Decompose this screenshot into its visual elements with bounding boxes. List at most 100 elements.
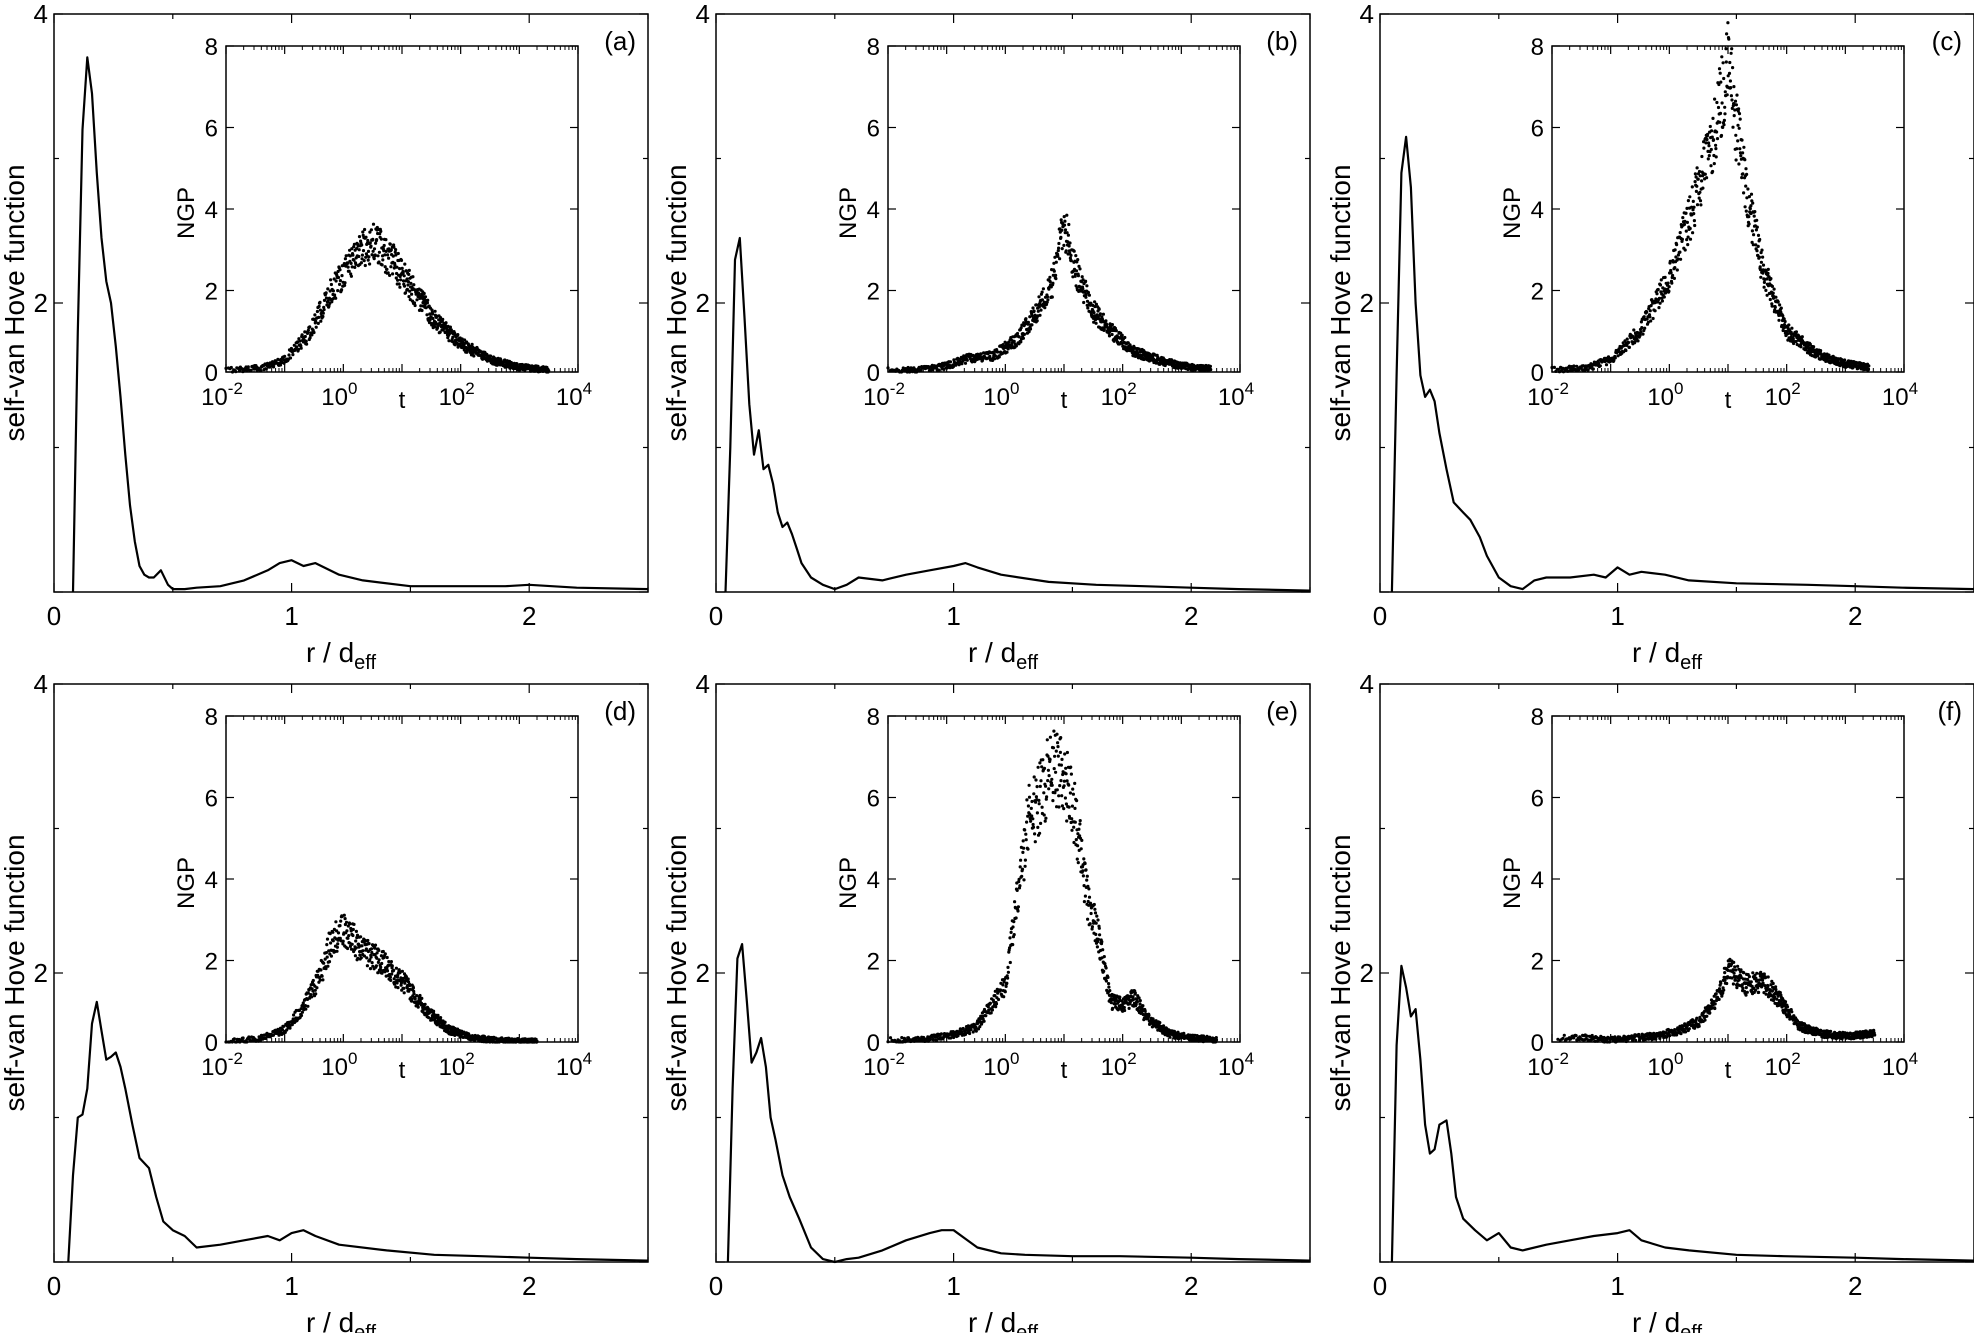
ngp-point (937, 368, 941, 372)
ngp-point (1062, 784, 1066, 788)
ngp-point (1102, 955, 1106, 959)
ngp-point (317, 315, 321, 319)
ngp-point (1684, 211, 1688, 215)
inset-y-tick-label: 6 (867, 116, 880, 143)
ngp-point (1744, 184, 1748, 188)
ngp-point (399, 258, 404, 262)
ngp-point (312, 330, 316, 335)
ngp-point (1591, 367, 1595, 371)
ngp-point (1022, 878, 1026, 882)
inset-y-tick-label: 6 (205, 786, 218, 813)
ngp-point (1691, 199, 1695, 203)
ngp-point (963, 361, 968, 365)
ngp-point (1042, 791, 1046, 795)
ngp-point (1021, 336, 1025, 340)
inset-x-tick-label: 104 (1882, 379, 1918, 411)
ngp-point (1759, 275, 1763, 279)
ngp-point (1771, 291, 1775, 295)
ngp-point (360, 257, 364, 261)
ngp-point (535, 1039, 539, 1043)
inset-x-tick-exponent: 4 (1245, 1049, 1254, 1068)
ngp-point (1624, 348, 1628, 353)
ngp-point (1653, 309, 1657, 313)
inset-x-tick-label: 102 (439, 379, 475, 411)
ngp-point (1038, 784, 1042, 789)
inset-x-tick-exponent: 2 (1127, 379, 1136, 398)
ngp-point (1669, 271, 1673, 275)
ngp-point (1037, 305, 1041, 309)
ngp-point (1746, 187, 1750, 191)
ngp-point (1672, 276, 1676, 280)
ngp-point (371, 249, 375, 253)
ngp-point (1686, 243, 1690, 247)
y-tick-label: 2 (696, 288, 710, 318)
ngp-point (1094, 932, 1098, 937)
ngp-point (1095, 313, 1099, 317)
ngp-point (1692, 205, 1696, 209)
ngp-point (321, 314, 325, 319)
ngp-point (1102, 969, 1106, 973)
ngp-point (335, 945, 339, 949)
ngp-point (1052, 261, 1056, 265)
ngp-point (318, 978, 322, 982)
ngp-point (1073, 272, 1078, 276)
ngp-point (321, 311, 325, 315)
ngp-point (1727, 71, 1732, 75)
ngp-point (886, 366, 890, 370)
ngp-point (1015, 888, 1019, 893)
inset-y-tick-label: 0 (205, 1030, 218, 1057)
inset-y-axis-label: NGP (835, 857, 862, 909)
ngp-point (326, 964, 330, 968)
ngp-scatter (224, 222, 551, 374)
ngp-point (1747, 215, 1751, 219)
inset-y-tick-label: 0 (1531, 360, 1544, 387)
ngp-point (1033, 840, 1037, 844)
ngp-point (1641, 332, 1645, 336)
ngp-point (1723, 105, 1727, 109)
ngp-point (1052, 269, 1056, 273)
ngp-point (1063, 228, 1068, 232)
ngp-point (1040, 290, 1044, 294)
ngp-point (1209, 368, 1213, 372)
ngp-point (423, 303, 427, 307)
ngp-point (315, 986, 319, 990)
ngp-point (1111, 1006, 1115, 1010)
inset-x-tick-label: 10-2 (863, 379, 905, 411)
ngp-point (402, 991, 406, 995)
ngp-point (345, 929, 349, 933)
ngp-point (968, 1031, 972, 1036)
ngp-point (1028, 327, 1033, 331)
ngp-point (373, 943, 378, 947)
ngp-point (1027, 795, 1032, 799)
ngp-point (1107, 985, 1111, 989)
ngp-point (325, 943, 329, 947)
ngp-point (886, 1040, 890, 1044)
ngp-point (1732, 114, 1736, 118)
ngp-point (1038, 831, 1042, 835)
ngp-point (1086, 306, 1090, 310)
ngp-point (1089, 911, 1093, 916)
ngp-point (1026, 804, 1030, 808)
ngp-point (423, 295, 428, 299)
ngp-point (1749, 204, 1753, 208)
ngp-point (340, 288, 344, 292)
ngp-point (331, 289, 335, 293)
ngp-point (1747, 195, 1751, 199)
ngp-point (1057, 246, 1061, 250)
ngp-point (418, 993, 422, 998)
ngp-point (1085, 878, 1089, 882)
ngp-point (1044, 784, 1048, 788)
ngp-point (331, 930, 335, 934)
ngp-point (353, 265, 357, 269)
ngp-point (979, 352, 983, 356)
ngp-point (1051, 281, 1055, 285)
ngp-point (993, 354, 998, 358)
ngp-point (1077, 827, 1081, 831)
ngp-point (417, 291, 421, 296)
inset-y-tick-label: 2 (867, 949, 880, 976)
ngp-point (1065, 213, 1069, 217)
ngp-point (1721, 61, 1725, 65)
ngp-point (1684, 229, 1688, 233)
ngp-point (408, 289, 412, 293)
ngp-point (1050, 783, 1054, 787)
